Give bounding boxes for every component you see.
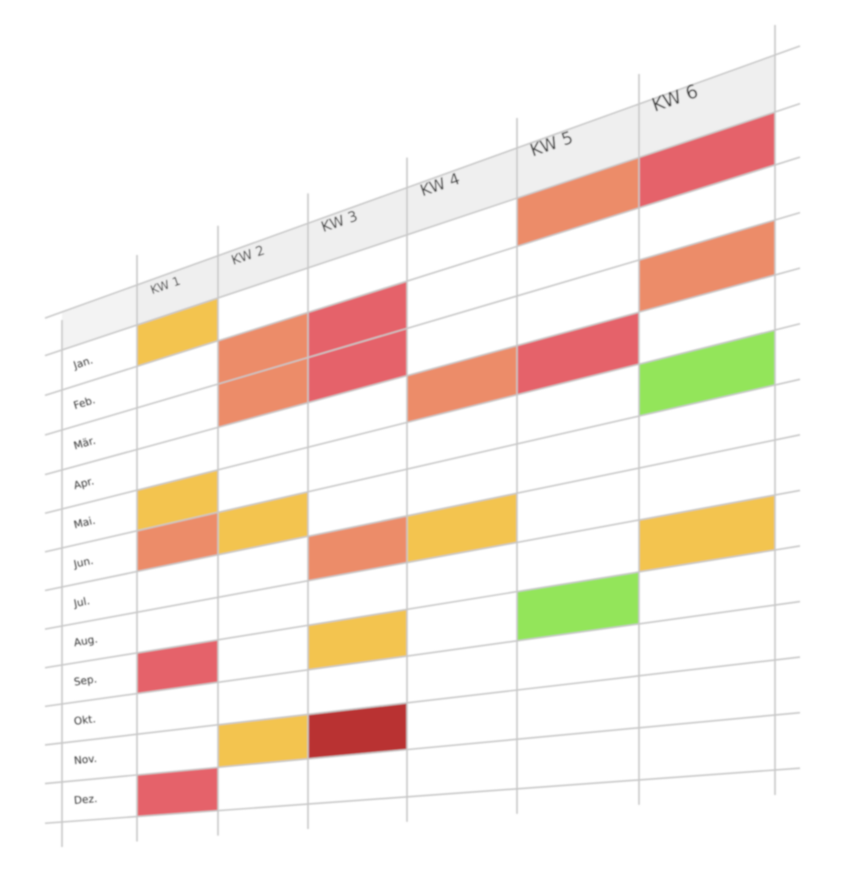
row-line [44,102,801,357]
row-line [44,434,801,592]
row-label: Mär. [72,435,97,453]
cell [218,714,308,768]
cell [218,357,308,428]
cell [517,157,639,247]
cell [308,515,407,581]
row-line [44,267,801,476]
cell [308,702,407,759]
row-line [44,378,801,553]
row-line [44,156,801,397]
cell [639,112,775,208]
cell [517,312,639,395]
row-label: Dez. [74,793,98,807]
row-line [44,45,801,319]
cell [137,297,218,367]
row-label: Mai. [73,515,97,532]
row-line [44,711,801,785]
cell [308,609,407,670]
row-label: Nov. [73,753,97,767]
row-line [44,767,801,825]
cell [137,767,218,817]
cell [517,571,639,641]
cell [218,312,308,385]
cell [137,639,218,694]
row-label: Aug. [73,633,99,649]
row-label: Jul. [72,595,91,610]
cell [407,345,517,423]
cell [137,512,218,572]
row-label: Apr. [72,475,95,492]
cell [308,328,407,403]
header-band [137,55,775,325]
row-line [44,489,801,630]
table-layer: KW 1KW 2KW 3KW 4KW 5KW 6Jan.Feb.Mär.Apr.… [44,25,801,847]
row-line [44,545,801,669]
row-label: Jun. [72,555,95,571]
row-label: Okt. [73,713,96,728]
row-line [44,600,801,708]
cell [639,330,775,417]
cell [639,220,775,313]
row-label: Sep. [73,673,98,688]
row-line [44,656,801,746]
row-line [44,322,801,515]
cell [308,281,407,358]
row-label: Jan. [71,354,94,372]
row-line [44,211,801,436]
header-corner [62,284,137,350]
row-label: Feb. [72,394,96,412]
